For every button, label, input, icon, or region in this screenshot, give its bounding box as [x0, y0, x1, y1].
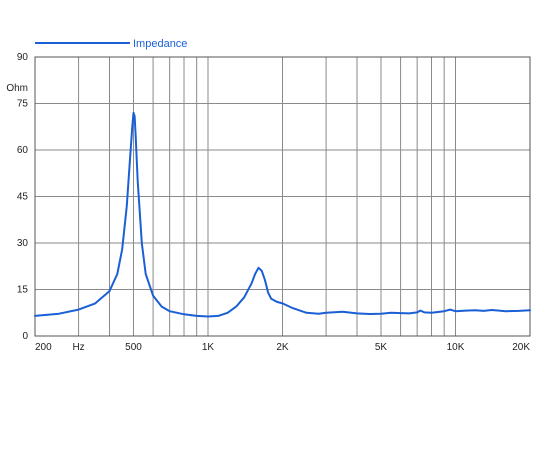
x-tick-label: 200 — [35, 342, 52, 353]
y-tick-label: 90 — [17, 52, 29, 63]
x-tick-label: Hz — [72, 342, 84, 353]
legend-label: Impedance — [133, 38, 187, 50]
y-tick-label: 60 — [17, 145, 29, 156]
y-tick-label: 75 — [17, 99, 29, 110]
x-tick-label: 10K — [447, 342, 465, 353]
y-tick-label: 0 — [22, 331, 28, 342]
y-tick-label: 30 — [17, 238, 29, 249]
x-tick-label: 2K — [276, 342, 289, 353]
grid-horizontal — [35, 103, 530, 290]
x-tick-label: 5K — [375, 342, 388, 353]
y-tick-labels: 0 15 30 45 60 75 Ohm 90 — [6, 52, 28, 342]
plot-frame — [34, 56, 531, 337]
x-tick-label: 20K — [512, 342, 530, 353]
x-tick-labels: 200 Hz 500 1K 2K 5K 10K 20K — [35, 342, 530, 353]
x-tick-label: 500 — [125, 342, 142, 353]
series-line-impedance — [34, 111, 531, 318]
y-tick-label: 45 — [17, 192, 29, 203]
legend: Impedance — [35, 38, 187, 50]
y-tick-label: Ohm — [6, 83, 28, 94]
y-tick-label: 15 — [17, 285, 29, 296]
series-lines — [34, 111, 531, 318]
x-tick-label: 1K — [202, 342, 215, 353]
